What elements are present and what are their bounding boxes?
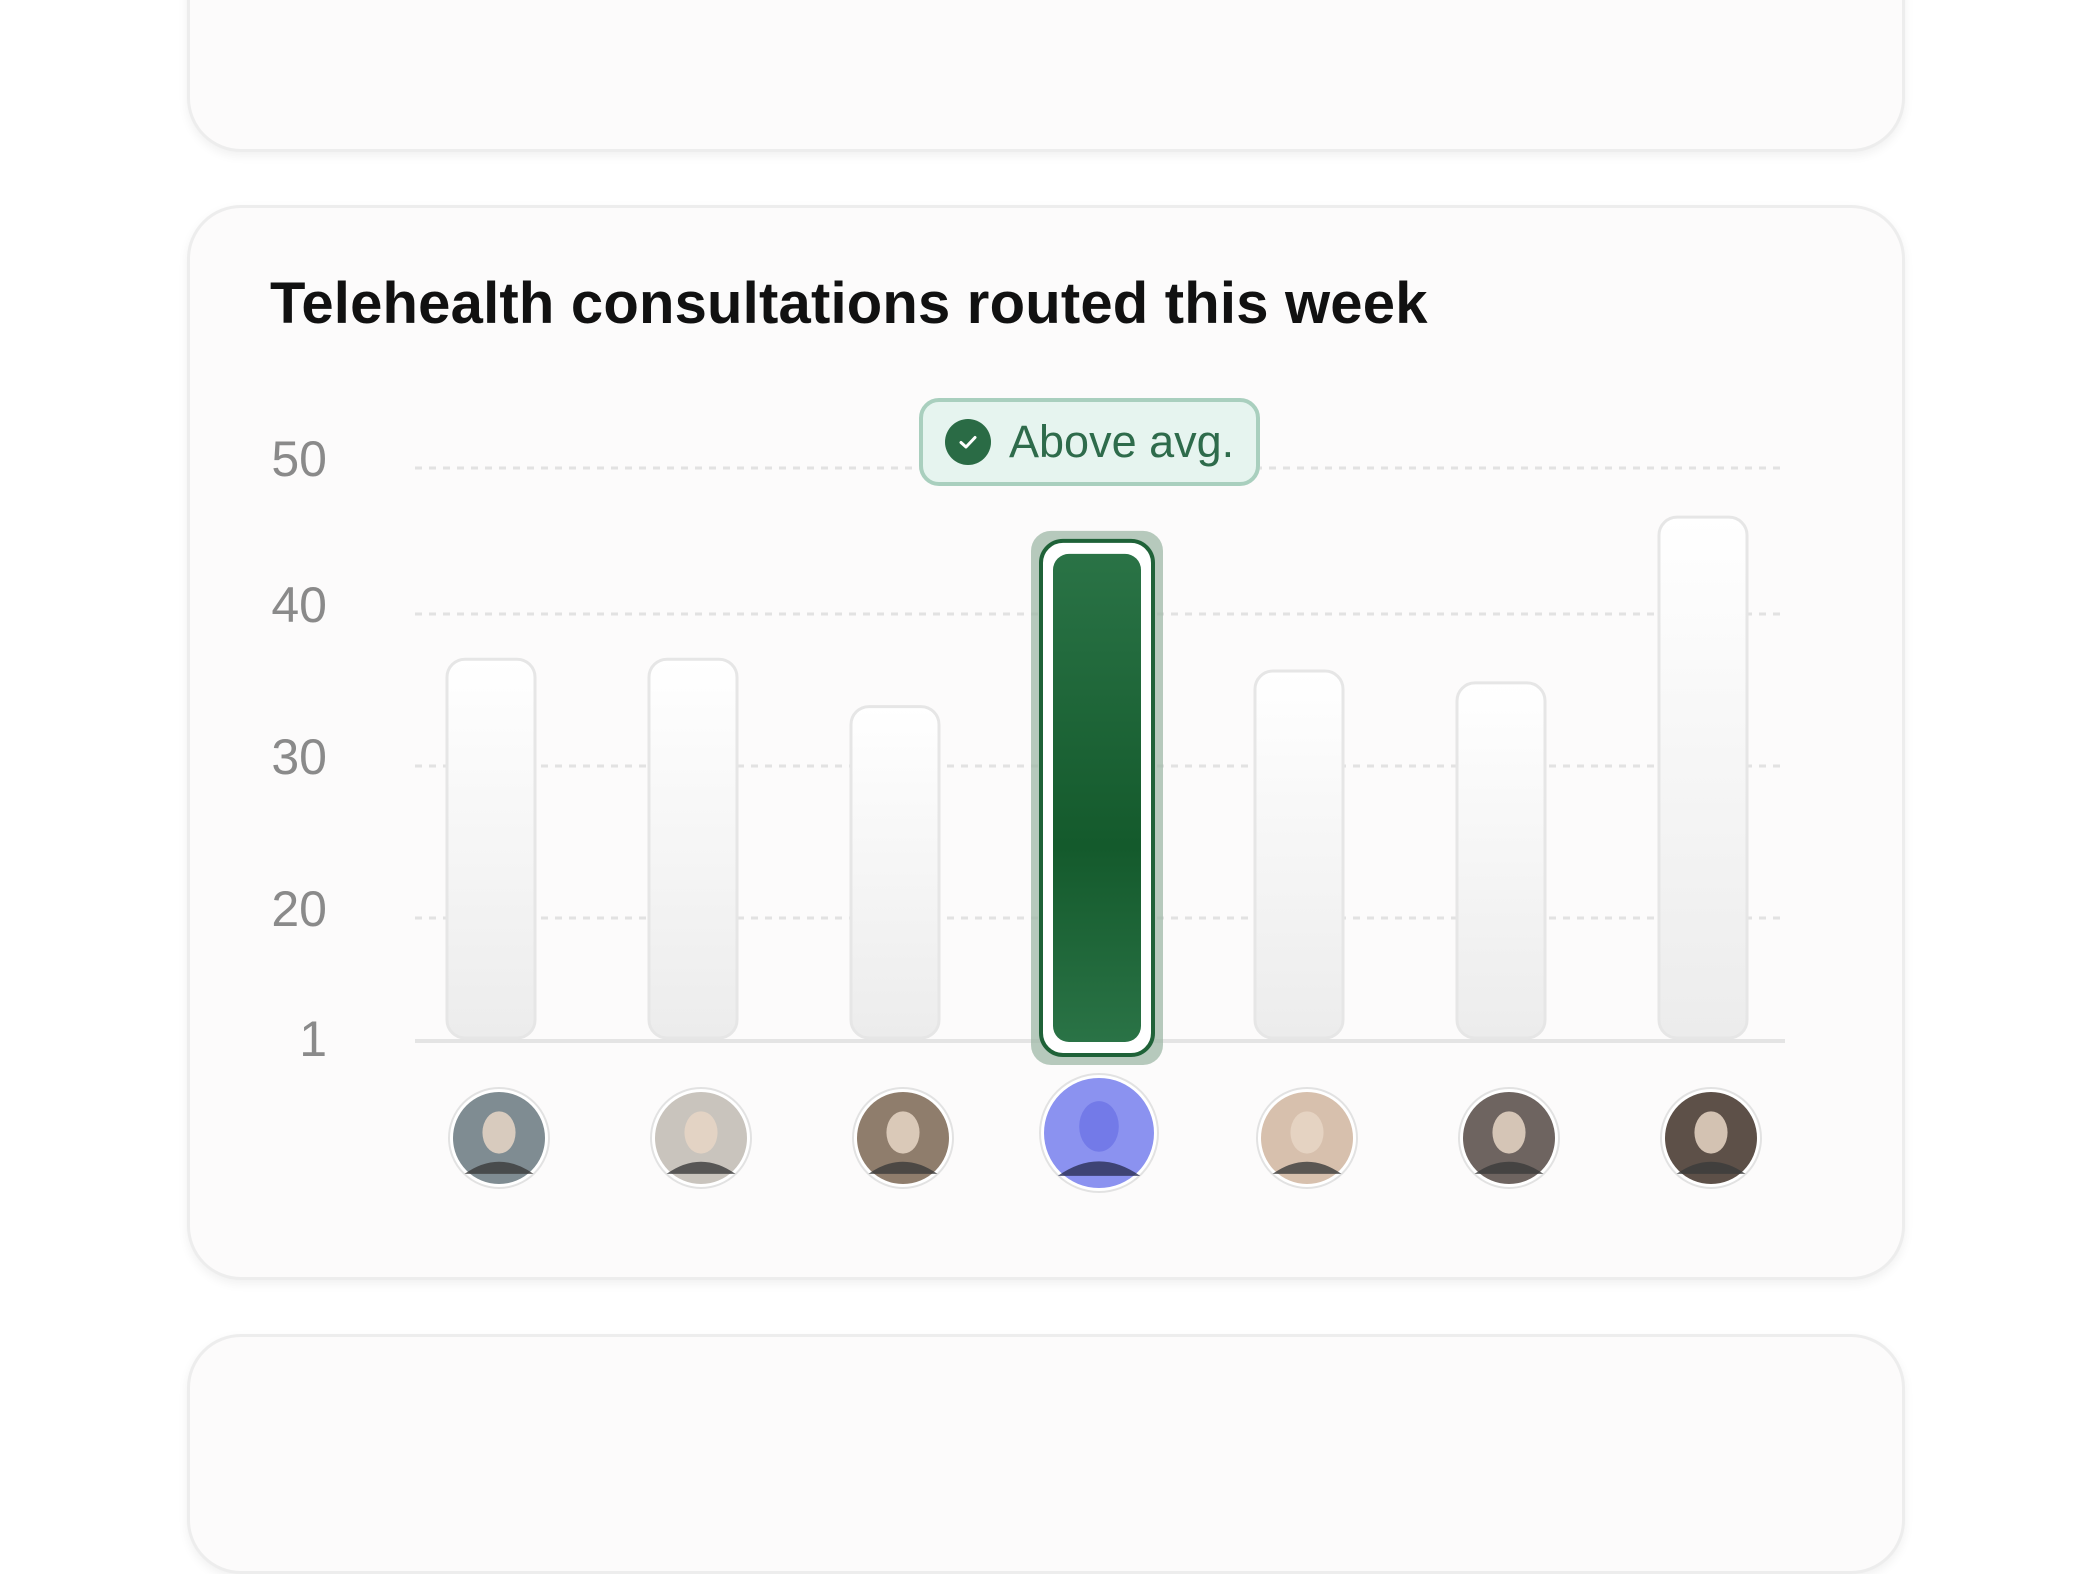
x-axis-avatar (650, 1087, 752, 1189)
bar-chart: 50 40 30 20 1 (271, 431, 1785, 1193)
x-axis-avatar (1039, 1073, 1159, 1193)
x-axis-avatar (448, 1087, 550, 1189)
y-tick-label: 1 (299, 1011, 327, 1067)
chart-card: Telehealth consultations routed this wee… (187, 205, 1905, 1280)
badge-label: Above avg. (1009, 416, 1235, 467)
bar[interactable] (647, 657, 739, 1040)
check-circle-icon (945, 419, 991, 465)
x-axis-avatar (1256, 1087, 1358, 1189)
bar[interactable] (849, 705, 941, 1040)
bar[interactable] (1455, 681, 1547, 1040)
card-top (187, 0, 1905, 152)
chart-title: Telehealth consultations routed this wee… (270, 271, 1428, 336)
x-axis-avatar (1458, 1087, 1560, 1189)
x-axis-avatar (1660, 1087, 1762, 1189)
above-average-badge: Above avg. (919, 398, 1261, 486)
card-bottom (187, 1334, 1905, 1574)
bar[interactable] (445, 657, 537, 1040)
y-tick-label: 50 (271, 431, 327, 487)
bar[interactable] (1253, 669, 1345, 1040)
y-tick-label: 40 (271, 577, 327, 633)
bar-highlight-fill (1053, 553, 1141, 1042)
y-tick-label: 20 (271, 881, 327, 937)
bar[interactable] (1657, 515, 1749, 1040)
x-axis-avatar (852, 1087, 954, 1189)
y-tick-label: 30 (271, 729, 327, 785)
